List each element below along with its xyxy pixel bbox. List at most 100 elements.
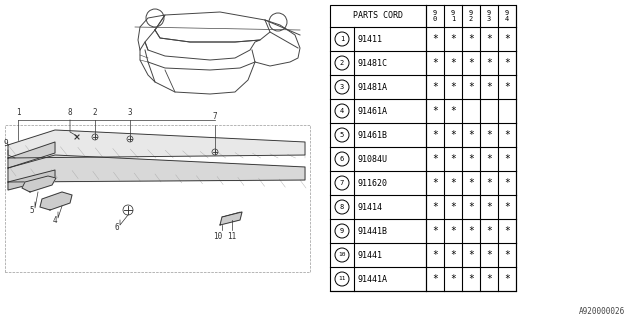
Text: *: * (450, 178, 456, 188)
Text: 9
3: 9 3 (487, 10, 491, 22)
Text: 2: 2 (93, 108, 97, 117)
Text: 91441: 91441 (357, 251, 382, 260)
Text: *: * (486, 82, 492, 92)
Text: 10: 10 (339, 252, 346, 258)
Text: *: * (504, 58, 510, 68)
Text: *: * (504, 226, 510, 236)
Polygon shape (22, 176, 56, 192)
Text: *: * (468, 178, 474, 188)
Text: 8: 8 (340, 204, 344, 210)
Text: 8: 8 (68, 108, 72, 117)
Text: 9: 9 (340, 228, 344, 234)
Text: *: * (468, 34, 474, 44)
Text: *: * (486, 58, 492, 68)
Text: *: * (504, 130, 510, 140)
Polygon shape (8, 155, 305, 182)
Text: 911620: 911620 (357, 179, 387, 188)
Text: *: * (504, 202, 510, 212)
Text: *: * (450, 154, 456, 164)
Text: *: * (432, 274, 438, 284)
Text: 9
4: 9 4 (505, 10, 509, 22)
Text: *: * (432, 106, 438, 116)
Text: *: * (486, 202, 492, 212)
Text: *: * (504, 154, 510, 164)
Text: *: * (432, 250, 438, 260)
Text: *: * (486, 154, 492, 164)
Text: *: * (468, 130, 474, 140)
Text: 91441B: 91441B (357, 227, 387, 236)
Text: 3: 3 (340, 84, 344, 90)
Text: *: * (486, 226, 492, 236)
Text: *: * (468, 82, 474, 92)
Text: *: * (450, 82, 456, 92)
Text: 9
0: 9 0 (433, 10, 437, 22)
Text: PARTS CORD: PARTS CORD (353, 12, 403, 20)
Text: 11: 11 (227, 232, 237, 241)
Text: *: * (450, 58, 456, 68)
Text: 1: 1 (16, 108, 20, 117)
Text: *: * (504, 82, 510, 92)
Text: *: * (486, 130, 492, 140)
Text: *: * (468, 274, 474, 284)
Text: 10: 10 (213, 232, 223, 241)
Text: 9: 9 (4, 139, 8, 148)
Text: 6: 6 (115, 223, 119, 232)
Text: 9
2: 9 2 (469, 10, 473, 22)
Text: *: * (450, 106, 456, 116)
Text: 91461B: 91461B (357, 131, 387, 140)
Polygon shape (8, 170, 55, 190)
Text: A920000026: A920000026 (579, 307, 625, 316)
Text: 91481C: 91481C (357, 59, 387, 68)
Text: *: * (450, 34, 456, 44)
Text: *: * (450, 202, 456, 212)
Text: 91441A: 91441A (357, 275, 387, 284)
Text: *: * (432, 154, 438, 164)
Text: 9
1: 9 1 (451, 10, 455, 22)
Polygon shape (8, 142, 55, 168)
Text: *: * (468, 250, 474, 260)
Text: 2: 2 (340, 60, 344, 66)
Text: *: * (486, 34, 492, 44)
Text: *: * (450, 250, 456, 260)
Text: 3: 3 (128, 108, 132, 117)
Text: 4: 4 (340, 108, 344, 114)
Text: *: * (504, 34, 510, 44)
Polygon shape (40, 192, 72, 210)
Text: *: * (468, 202, 474, 212)
Text: 6: 6 (340, 156, 344, 162)
Text: 91481A: 91481A (357, 83, 387, 92)
Text: 91461A: 91461A (357, 107, 387, 116)
Text: *: * (486, 274, 492, 284)
Text: *: * (432, 34, 438, 44)
Text: *: * (468, 58, 474, 68)
Text: 7: 7 (340, 180, 344, 186)
Text: 91411: 91411 (357, 35, 382, 44)
Text: 1: 1 (340, 36, 344, 42)
Text: 91084U: 91084U (357, 155, 387, 164)
Text: *: * (468, 154, 474, 164)
Text: 7: 7 (212, 112, 218, 121)
Text: *: * (504, 178, 510, 188)
Text: 91414: 91414 (357, 203, 382, 212)
Bar (330, 5, 516, 291)
Text: 4: 4 (52, 216, 58, 225)
Text: *: * (432, 226, 438, 236)
Polygon shape (8, 130, 305, 158)
Text: *: * (486, 178, 492, 188)
Text: *: * (504, 274, 510, 284)
Text: *: * (450, 226, 456, 236)
Text: *: * (432, 202, 438, 212)
Text: 5: 5 (29, 206, 35, 215)
Text: *: * (432, 82, 438, 92)
Text: *: * (504, 250, 510, 260)
Text: *: * (486, 250, 492, 260)
Text: *: * (432, 58, 438, 68)
Text: 5: 5 (340, 132, 344, 138)
Text: 11: 11 (339, 276, 346, 282)
Text: *: * (432, 130, 438, 140)
Text: *: * (432, 178, 438, 188)
Text: *: * (450, 130, 456, 140)
Text: *: * (468, 226, 474, 236)
Text: *: * (450, 274, 456, 284)
Polygon shape (220, 212, 242, 225)
